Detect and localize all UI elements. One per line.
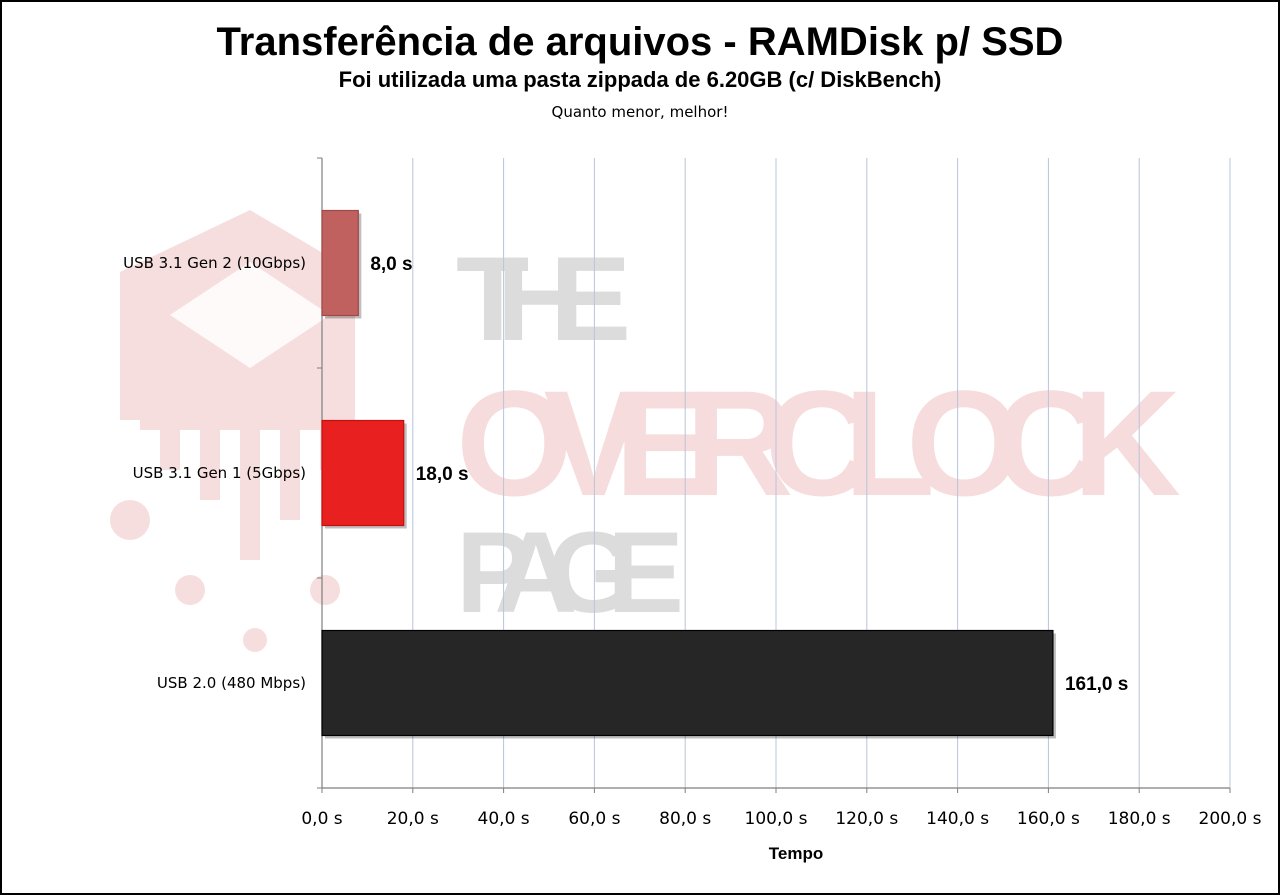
watermark-overclock: OVERCLOCK [456,359,1181,527]
category-label: USB 3.1 Gen 1 (5Gbps) [133,464,306,482]
data-label: 18,0 s [416,464,469,485]
x-tick-label: 200,0 s [1199,809,1262,829]
x-tick-label: 40,0 s [478,809,530,829]
watermark-page: PAGE [456,509,684,637]
x-tick-label: 140,0 s [926,809,989,829]
x-tick-label: 160,0 s [1017,809,1080,829]
chart-note: Quanto menor, melhor! [551,103,729,121]
x-tick-label: 0,0 s [301,809,342,829]
x-tick-label: 180,0 s [1108,809,1171,829]
data-label: 8,0 s [370,254,412,275]
watermark-logo-drop [110,500,150,540]
bars [321,209,1056,739]
data-label: 161,0 s [1065,674,1128,695]
data-labels: 8,0 s 18,0 s 161,0 s [370,254,1128,695]
bar-3 [321,629,1054,737]
chart-title: Transferência de arquivos - RAMDisk p/ S… [216,20,1064,64]
watermark-logo-drop [310,575,340,605]
watermark-logo-cube [170,262,330,368]
bar-2 [321,419,405,527]
x-tick-labels: 0,0 s 20,0 s 40,0 s 60,0 s 80,0 s 100,0 s 120,… [301,809,1261,829]
category-labels: USB 3.1 Gen 2 (10Gbps) USB 3.1 Gen 1 (5Gb… [123,254,306,692]
x-axis-title: Tempo [769,844,823,863]
watermark-logo [110,210,355,652]
x-tick-label: 100,0 s [745,809,808,829]
watermark: THE OVERCLOCK PAGE [110,210,1181,652]
x-tick-label: 60,0 s [568,809,620,829]
x-tick-label: 80,0 s [659,809,711,829]
x-tick-label: 20,0 s [387,809,439,829]
watermark-logo-drop [175,575,205,605]
watermark-logo-drop [243,628,267,652]
chart-subtitle: Foi utilizada uma pasta zippada de 6.20G… [338,67,942,92]
x-tick-label: 120,0 s [835,809,898,829]
category-label: USB 2.0 (480 Mbps) [157,674,306,692]
watermark-the: THE [456,232,631,366]
category-label: USB 3.1 Gen 2 (10Gbps) [123,254,306,272]
bar-1 [321,209,359,317]
